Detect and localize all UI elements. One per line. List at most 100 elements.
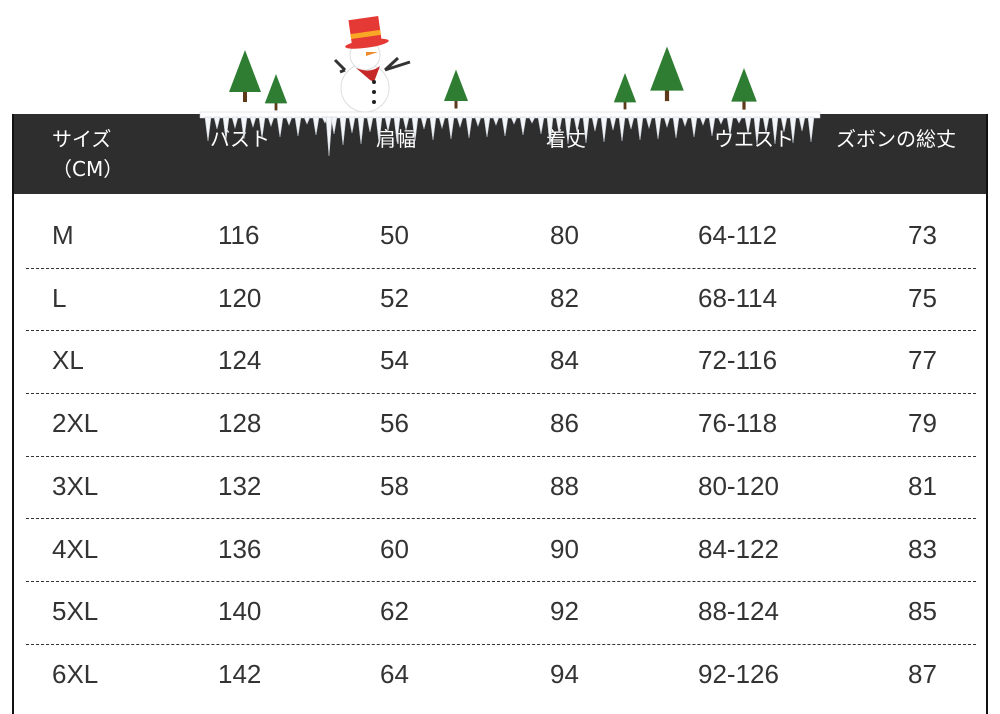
cell-waist: 84-122: [698, 533, 779, 564]
cell-shoulder: 64: [380, 658, 409, 689]
icicle: [537, 116, 545, 135]
icicle: [492, 116, 500, 126]
icicle: [636, 116, 644, 141]
cell-bust: 142: [218, 658, 262, 689]
icicle: [325, 116, 333, 157]
table-row: 2XL 128 56 86 76-118 79: [14, 394, 986, 457]
table-header: サイズ （CM） バスト 肩幅 着丈 ウエスト ズボンの総丈: [14, 114, 986, 194]
icicle: [762, 116, 770, 134]
cell-size: 3XL: [52, 470, 99, 501]
icicle: [618, 116, 626, 142]
icicle: [564, 116, 572, 145]
cell-bust: 128: [218, 408, 262, 439]
row-divider: [26, 581, 976, 582]
header-waist: ウエスト: [714, 127, 794, 151]
icicle: [546, 116, 554, 146]
icicle: [717, 116, 725, 125]
cell-shoulder: 52: [380, 282, 409, 313]
cell-shoulder: 60: [380, 533, 409, 564]
icicle: [573, 116, 581, 133]
icicle: [807, 116, 815, 143]
icicle: [330, 116, 338, 135]
icicle: [366, 116, 374, 133]
icicle: [519, 116, 527, 136]
christmas-decoration: [199, 16, 821, 157]
christmas-tree-icon: [444, 69, 468, 109]
table-row: XL 124 54 84 72-116 77: [14, 331, 986, 394]
cell-waist: 80-120: [698, 470, 779, 501]
table-row: 3XL 132 58 88 80-120 81: [14, 457, 986, 520]
christmas-tree-icon: [264, 74, 288, 111]
cell-shoulder: 58: [380, 470, 409, 501]
icicle: [276, 116, 284, 138]
icicle: [258, 116, 266, 139]
cell-pants-length: 87: [908, 658, 937, 689]
icicle: [384, 116, 392, 132]
trees-decoration: [229, 46, 757, 111]
table-row: 5XL 140 62 92 88-124 85: [14, 582, 986, 645]
cell-bust: 136: [218, 533, 262, 564]
cell-size: 5XL: [52, 596, 99, 627]
icicle: [798, 116, 806, 132]
snow-ledge-decoration: [199, 111, 821, 119]
icicle: [339, 116, 347, 146]
row-divider: [26, 267, 976, 269]
icicle: [294, 116, 302, 137]
cell-bust: 120: [218, 282, 262, 313]
snowman-icon: [333, 16, 411, 113]
cell-length: 92: [550, 596, 579, 627]
cell-bust: 116: [218, 220, 260, 250]
cell-size: 4XL: [52, 533, 99, 564]
cell-pants-length: 77: [908, 345, 937, 376]
icicle: [222, 116, 230, 141]
cell-waist: 88-124: [698, 596, 779, 627]
row-divider: [26, 643, 976, 645]
icicle: [447, 116, 455, 140]
row-divider: [26, 330, 976, 332]
christmas-tree-icon: [650, 46, 684, 102]
icicle: [429, 116, 437, 141]
cell-waist: 64-112: [698, 220, 778, 250]
cell-shoulder: 54: [380, 345, 409, 376]
icicles-decoration: [204, 116, 815, 157]
icicle: [555, 116, 563, 134]
christmas-tree-icon: [731, 68, 757, 110]
header-length: 着丈: [546, 127, 586, 151]
icicle: [654, 116, 662, 140]
icicle: [303, 116, 311, 125]
table-row: 4XL 136 60 90 84-122 83: [14, 520, 986, 582]
icicle: [375, 116, 383, 144]
icicle: [744, 116, 752, 135]
icicle: [420, 116, 428, 130]
icicle: [753, 116, 761, 146]
cell-waist: 72-116: [698, 345, 778, 376]
cell-size: 2XL: [52, 408, 99, 439]
icicle: [582, 116, 590, 144]
cell-pants-length: 85: [908, 596, 937, 627]
header-size-unit: （CM）: [52, 157, 124, 181]
icicle: [285, 116, 293, 126]
icicle: [510, 116, 518, 125]
icicle: [699, 116, 707, 126]
icicle: [411, 116, 419, 142]
cell-length: 90: [550, 533, 579, 564]
header-size-label: サイズ: [52, 127, 112, 151]
icicle: [438, 116, 446, 130]
cell-shoulder: 62: [380, 596, 409, 627]
row-divider: [26, 392, 976, 394]
icicle: [357, 116, 365, 145]
icicle: [690, 116, 698, 138]
cell-shoulder: 56: [380, 408, 409, 439]
icicle: [672, 116, 680, 139]
table-row: L 120 52 82 68-114 75: [14, 269, 986, 332]
cell-length: 88: [550, 470, 579, 501]
icicle: [600, 116, 608, 143]
icicle: [681, 116, 689, 127]
icicle: [456, 116, 464, 129]
icicle: [483, 116, 491, 138]
icicle: [789, 116, 797, 144]
icicle: [393, 116, 401, 143]
icicle: [204, 116, 212, 142]
cell-length: 80: [550, 220, 579, 250]
cell-bust: 124: [218, 345, 262, 376]
